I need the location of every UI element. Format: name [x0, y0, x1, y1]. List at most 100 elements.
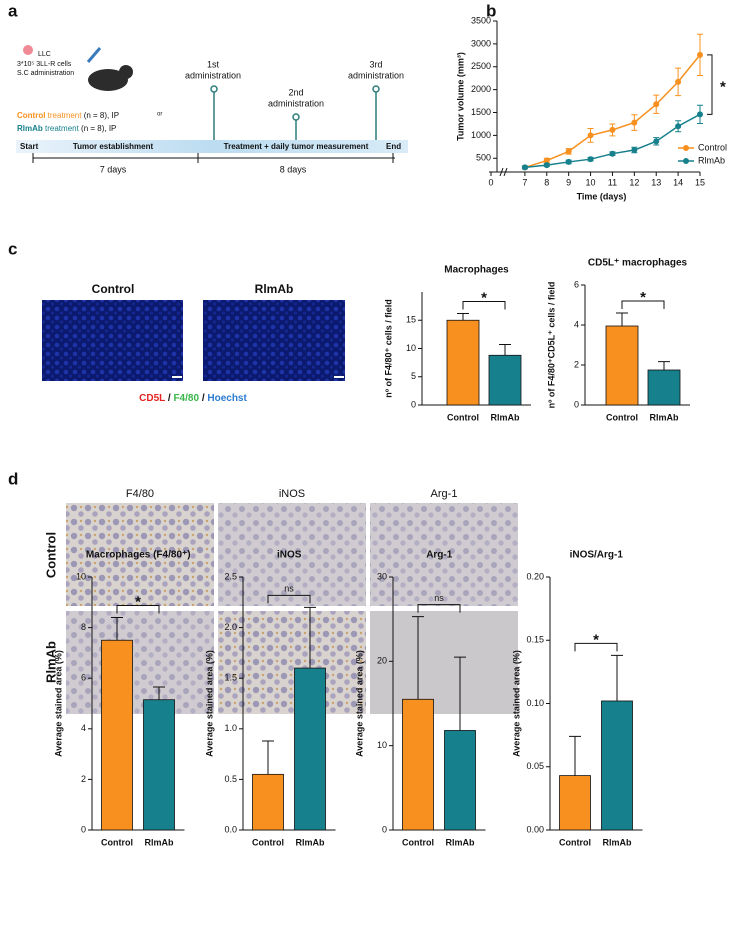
y-tick-label: 0 — [81, 824, 86, 834]
y-tick-label: 2 — [574, 359, 579, 369]
micrograph — [370, 503, 518, 606]
error-bar — [658, 361, 670, 370]
significance-bracket — [116, 604, 160, 614]
point — [565, 158, 572, 165]
chart-title: Macrophages — [444, 265, 509, 276]
bar — [294, 667, 326, 831]
point — [609, 150, 616, 157]
group-label: treatment — [45, 124, 80, 133]
micrograph — [66, 611, 214, 714]
point — [609, 126, 616, 133]
bar — [446, 319, 480, 406]
group-detail: (n = 8), IP — [84, 111, 119, 120]
y-axis-label: Average stained area (%) — [354, 650, 364, 757]
column-label: iNOS — [279, 488, 305, 500]
y-tick-label: 0.00 — [526, 824, 544, 834]
administration: administration — [185, 70, 241, 80]
group-name: RlmAb — [17, 124, 43, 133]
error-bar — [457, 312, 469, 321]
administration: administration — [348, 70, 404, 80]
point — [653, 138, 660, 145]
chart-title: iNOS/Arg-1 — [570, 550, 624, 561]
micrograph — [203, 300, 345, 381]
y-tick-label: 0 — [574, 399, 579, 409]
y-tick-label: 5 — [411, 371, 416, 381]
significance: * — [135, 593, 141, 610]
x-tick-label: 14 — [673, 177, 683, 187]
significance-bracket — [417, 604, 461, 613]
significance: * — [720, 79, 726, 96]
injection-text: S.C administration — [17, 70, 74, 77]
injection-text: 3*10⁵ 3LL-R cells — [17, 61, 72, 68]
y-tick-label: 1.5 — [224, 673, 237, 683]
significance-bracket — [707, 54, 713, 115]
row-label: RlmAb — [43, 641, 58, 683]
micrograph — [42, 300, 183, 381]
point — [697, 111, 703, 118]
y-axis-label: Tumor volume (mm³) — [455, 52, 465, 141]
significance-bracket — [267, 594, 311, 604]
group-name: Control — [17, 111, 45, 120]
point — [675, 123, 682, 130]
y-tick-label: 15 — [406, 315, 416, 325]
y-tick-label: 2.0 — [224, 622, 237, 632]
y-tick-label: 2500 — [471, 61, 491, 71]
x-tick-label: 0 — [488, 177, 493, 187]
administration: 1st — [207, 59, 220, 69]
point — [521, 164, 528, 171]
x-tick-label: RlmAb — [296, 837, 326, 847]
timeline-axis — [32, 153, 395, 163]
significance: ns — [284, 584, 294, 594]
panel-labels: a b c d — [8, 1, 496, 488]
ihc: F4/80 iNOS Arg-1 Control RlmAb — [43, 488, 518, 714]
duration: 8 days — [280, 164, 307, 174]
x-tick-label: RlmAb — [446, 837, 476, 847]
x-tick-label: RlmAb — [650, 412, 680, 422]
administration-dot — [210, 85, 218, 93]
y-tick-label: 0 — [382, 824, 387, 834]
y-tick-label: 3500 — [471, 15, 491, 25]
legend-swatch — [683, 145, 689, 151]
group-label: treatment — [48, 111, 83, 120]
x-tick-label: 11 — [608, 177, 617, 187]
bar — [402, 698, 434, 831]
x-tick-label: 15 — [695, 177, 705, 187]
panel-label: c — [8, 239, 17, 258]
administration: 3rd — [369, 59, 382, 69]
column-label: F4/80 — [126, 488, 154, 500]
phase: Tumor establishment — [73, 142, 154, 151]
x-tick-label: RlmAb — [603, 837, 633, 847]
y-tick-label: 20 — [377, 656, 387, 666]
stain: Hoechst — [207, 393, 247, 404]
syringe-icon — [86, 47, 102, 63]
micrograph — [66, 503, 214, 606]
error-bar — [454, 656, 466, 731]
chart-title: CD5L⁺ macrophages — [588, 258, 688, 269]
image-label: RlmAb — [255, 282, 294, 296]
administration-dot — [292, 113, 300, 121]
axis — [489, 21, 700, 173]
significance-bracket — [574, 642, 618, 652]
x-axis-label: Time (days) — [577, 191, 627, 201]
group-detail: (n = 8), IP — [81, 124, 116, 133]
group-text: RlmAb treatment (n = 8), IP — [17, 124, 116, 133]
y-tick-label: 2 — [81, 774, 86, 784]
timeline: LLC 3*10⁵ 3LL-R cells S.C administration… — [16, 45, 408, 174]
y-tick-label: 4 — [81, 723, 86, 733]
y-tick-label: 6 — [574, 279, 579, 289]
error-bar — [111, 616, 123, 641]
x-tick-label: 12 — [629, 177, 639, 187]
point — [543, 157, 550, 164]
bar — [143, 699, 175, 831]
point — [631, 119, 638, 126]
point — [543, 162, 550, 169]
y-tick-label: 8 — [81, 622, 86, 632]
y-tick-label: 3000 — [471, 38, 491, 48]
phase-start: Start — [20, 142, 39, 151]
fluorescence: Control RlmAb CD5L / F4/80 / Hoechst — [42, 282, 345, 404]
x-tick-label: Control — [252, 837, 284, 847]
x-tick-label: 7 — [522, 177, 527, 187]
administration-dot — [372, 85, 380, 93]
phase-end: End — [386, 142, 401, 151]
